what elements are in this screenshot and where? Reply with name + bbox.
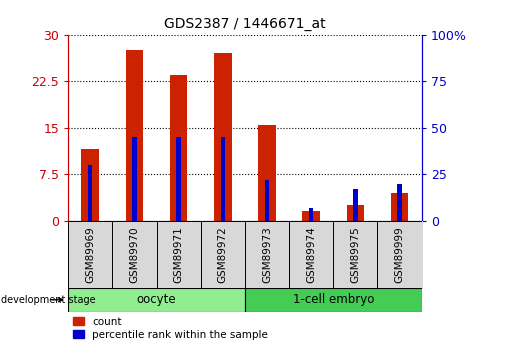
Text: GSM89971: GSM89971 xyxy=(174,226,184,283)
Bar xyxy=(245,288,422,312)
Bar xyxy=(170,75,187,221)
Text: development stage: development stage xyxy=(2,295,96,305)
Text: 1-cell embryo: 1-cell embryo xyxy=(292,293,374,306)
Text: GSM89972: GSM89972 xyxy=(218,226,228,283)
Bar xyxy=(302,211,320,221)
Bar xyxy=(346,205,364,221)
Bar xyxy=(132,137,137,221)
Bar xyxy=(126,50,143,221)
Bar xyxy=(176,137,181,221)
Bar xyxy=(265,180,269,221)
Bar xyxy=(353,189,358,221)
Bar xyxy=(258,125,276,221)
Bar xyxy=(397,184,402,221)
Text: GSM89974: GSM89974 xyxy=(306,226,316,283)
Bar xyxy=(88,165,92,221)
Title: GDS2387 / 1446671_at: GDS2387 / 1446671_at xyxy=(164,17,326,31)
Text: GSM89975: GSM89975 xyxy=(350,226,361,283)
Text: oocyte: oocyte xyxy=(137,293,176,306)
Legend: count, percentile rank within the sample: count, percentile rank within the sample xyxy=(73,317,268,340)
Text: GSM89973: GSM89973 xyxy=(262,226,272,283)
Bar xyxy=(81,149,99,221)
Bar xyxy=(68,288,245,312)
Text: GSM89970: GSM89970 xyxy=(129,226,139,283)
Bar xyxy=(391,193,409,221)
Text: GSM89969: GSM89969 xyxy=(85,226,95,283)
Text: GSM89999: GSM89999 xyxy=(394,226,405,283)
Bar xyxy=(309,208,314,221)
Bar xyxy=(214,53,232,221)
Bar xyxy=(221,137,225,221)
